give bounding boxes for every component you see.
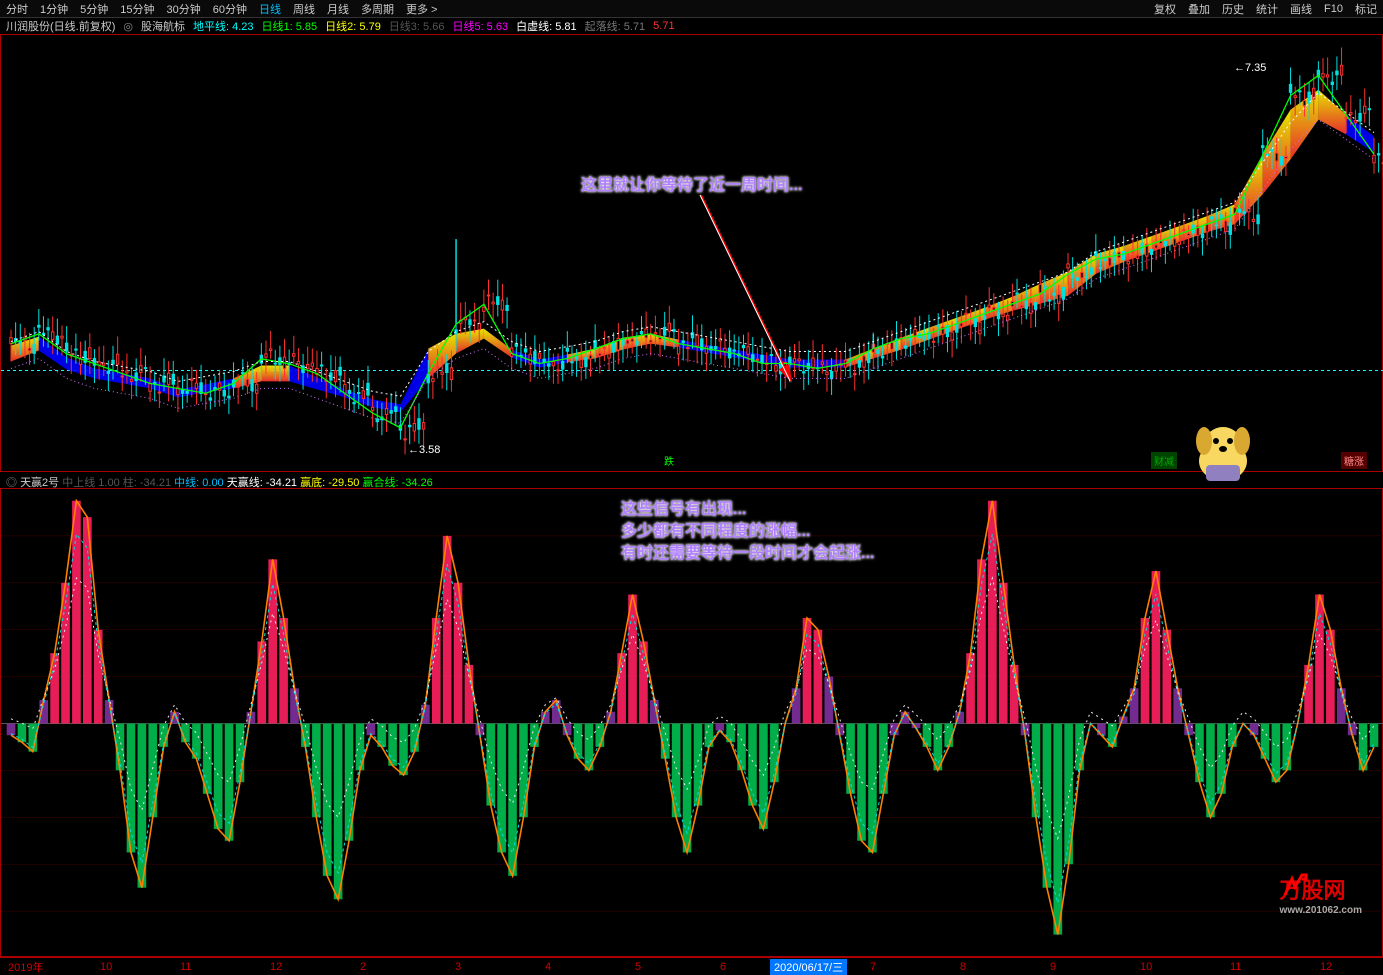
time-tick: 4	[545, 961, 551, 973]
legend-item: 日线2: 5.79	[325, 18, 381, 34]
legend-item: 5.71	[653, 20, 674, 32]
timeframe-tab[interactable]: 60分钟	[207, 1, 253, 17]
svg-text:←3.58: ←3.58	[408, 444, 440, 456]
time-tick: 10	[1140, 961, 1152, 973]
mascot-icon	[1184, 415, 1262, 493]
timeframe-tab[interactable]: 30分钟	[161, 1, 207, 17]
timeframe-tab[interactable]: 1分钟	[34, 1, 74, 17]
time-tick: 5	[635, 961, 641, 973]
legend-item: 日线5: 5.63	[452, 18, 508, 34]
tool-button[interactable]: 历史	[1216, 1, 1250, 17]
annotation-text: 有时还需要等待一段时间才会起涨...	[621, 539, 874, 563]
status-badge: 财减	[1151, 452, 1177, 469]
tool-button[interactable]: 统计	[1250, 1, 1284, 17]
time-axis: 2019年101112234567891011122020/06/17/三	[0, 957, 1383, 975]
svg-text:←7.35: ←7.35	[1234, 62, 1266, 74]
tool-button[interactable]: 画线	[1284, 1, 1318, 17]
time-tick: 11	[180, 961, 191, 973]
legend-item: 地平线: 4.23	[193, 18, 254, 34]
timeframe-tab[interactable]: 5分钟	[74, 1, 114, 17]
time-tick: 3	[455, 961, 461, 973]
status-badge: 糖涨	[1341, 452, 1367, 469]
time-tick: 2	[360, 961, 366, 973]
timeframe-tab[interactable]: 更多 >	[400, 1, 443, 17]
time-tick: 6	[720, 961, 726, 973]
annotation-text: 多少都有不同程度的涨幅...	[621, 517, 810, 541]
annotation-text: 这里就让你等待了近一周时间...	[581, 171, 802, 195]
time-tick: 8	[960, 961, 966, 973]
tool-button[interactable]: F10	[1318, 3, 1349, 15]
time-tick: 7	[870, 961, 876, 973]
tool-button[interactable]: 标记	[1349, 1, 1383, 17]
legend-item: 日线3: 5.66	[389, 18, 445, 34]
timeframe-tab[interactable]: 日线	[253, 1, 287, 17]
watermark-logo: 万股网www.201062.com	[1280, 873, 1362, 916]
timeframe-tab[interactable]: 多周期	[355, 1, 400, 17]
timeframe-tab[interactable]: 分时	[0, 1, 34, 17]
time-tick: 12	[1320, 961, 1332, 973]
main-legend: 川润股份(日线.前复权) ◎股海航标地平线: 4.23日线1: 5.85日线2:…	[0, 18, 1383, 34]
timeframe-toolbar: 分时1分钟5分钟15分钟30分钟60分钟日线周线月线多周期更多 > 复权叠加历史…	[0, 0, 1383, 18]
stock-name: 川润股份(日线.前复权)	[6, 18, 115, 34]
legend-item: 日线1: 5.85	[262, 18, 318, 34]
timeframe-tab[interactable]: 周线	[287, 1, 321, 17]
time-tick: 11	[1230, 961, 1241, 973]
drop-label: 跌	[661, 452, 677, 469]
time-tick: 10	[100, 961, 112, 973]
sub-legend: ◎ 天赢2号 中上线 1.00 柱: -34.21 中线: 0.00 天赢线: …	[0, 472, 1383, 488]
timeframe-tab[interactable]: 15分钟	[114, 1, 160, 17]
timeframe-tab[interactable]: 月线	[321, 1, 355, 17]
main-candlestick-chart[interactable]: ←7.35 ←3.58 这里就让你等待了近一周时间... 跌 财减 糖涨	[0, 34, 1383, 472]
time-tick: 9	[1050, 961, 1056, 973]
tool-button[interactable]: 复权	[1148, 1, 1182, 17]
sub-oscillator-chart[interactable]: 这些信号有出现...多少都有不同程度的涨幅...有时还需要等待一段时间才会起涨.…	[0, 488, 1383, 957]
tool-button[interactable]: 叠加	[1182, 1, 1216, 17]
legend-item: 白虚线: 5.81	[516, 18, 577, 34]
time-tick: 12	[270, 961, 282, 973]
legend-item: 起落线: 5.71	[585, 18, 646, 34]
annotation-text: 这些信号有出现...	[621, 495, 746, 519]
